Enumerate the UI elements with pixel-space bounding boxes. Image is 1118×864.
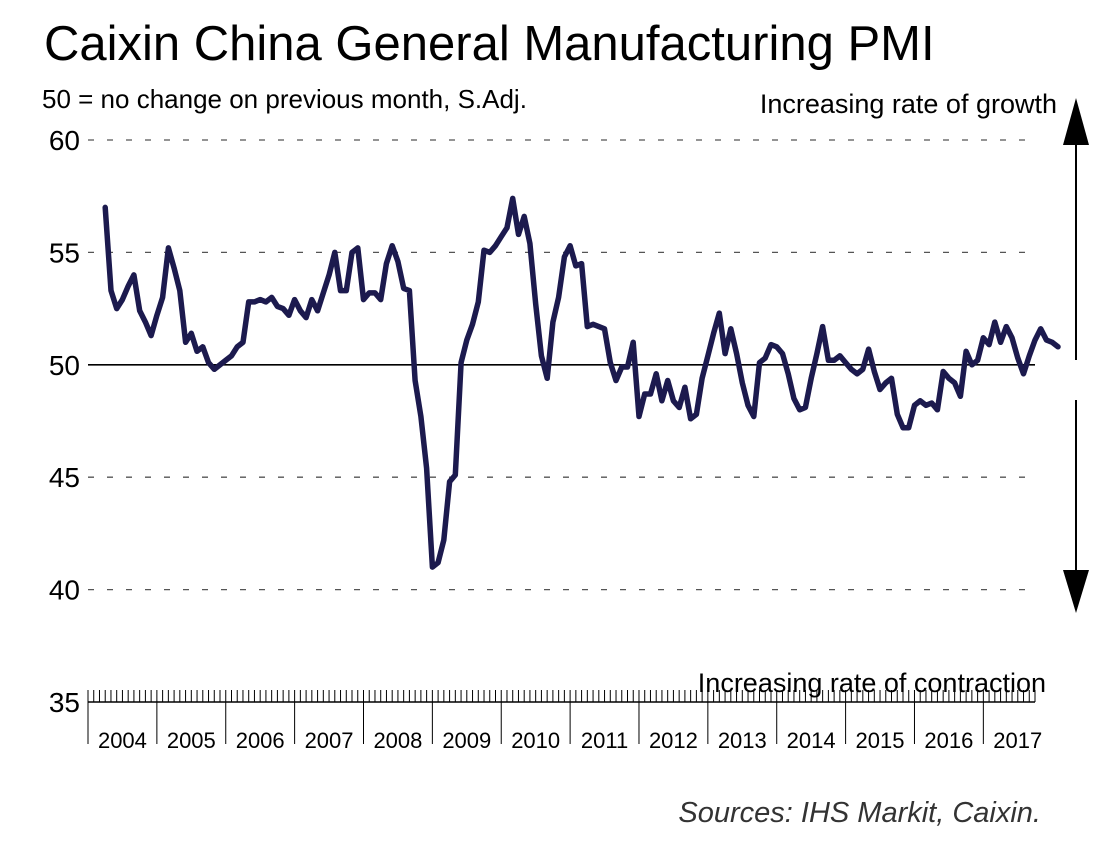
growth-arrow [1063, 98, 1089, 360]
y-tick-label: 55 [49, 237, 80, 268]
chart-title: Caixin China General Manufacturing PMI [44, 17, 935, 71]
x-axis: 2004 2005 2006 2007 2008 2009 2010 2011 2012 2013… [87, 690, 1042, 753]
y-tick-label: 50 [49, 350, 80, 381]
contraction-annotation: Increasing rate of contraction [698, 668, 1046, 698]
y-tick-label: 60 [49, 125, 80, 156]
x-tick-label: 2008 [373, 728, 422, 753]
x-tick-label: 2014 [787, 728, 836, 753]
gridlines [88, 139, 1035, 591]
y-tick-label: 40 [49, 575, 80, 606]
x-tick-label: 2013 [718, 728, 767, 753]
source-note: Sources: IHS Markit, Caixin. [678, 797, 1041, 829]
contraction-arrow-head [1063, 570, 1089, 613]
chart-subtitle: 50 = no change on previous month, S.Adj. [42, 84, 527, 114]
y-tick-label: 45 [49, 462, 80, 493]
growth-arrow-head [1063, 98, 1089, 145]
x-tick-label: 2017 [993, 728, 1042, 753]
x-tick-label: 2004 [98, 728, 147, 753]
x-tick-label: 2015 [856, 728, 905, 753]
contraction-arrow [1063, 400, 1089, 613]
pmi-series-line [102, 195, 1061, 570]
x-tick-label: 2010 [511, 728, 560, 753]
series-layer [102, 195, 1061, 570]
x-tick-label: 2016 [924, 728, 973, 753]
x-tick-label: 2009 [442, 728, 491, 753]
growth-annotation: Increasing rate of growth [760, 89, 1057, 119]
x-tick-label: 2011 [581, 728, 628, 753]
y-axis: 35 40 45 50 55 60 [49, 125, 80, 718]
x-tick-label: 2006 [236, 728, 285, 753]
x-tick-label: 2005 [167, 728, 216, 753]
y-tick-label: 35 [49, 687, 80, 718]
x-tick-label: 2012 [649, 728, 698, 753]
x-tick-label: 2007 [305, 728, 354, 753]
